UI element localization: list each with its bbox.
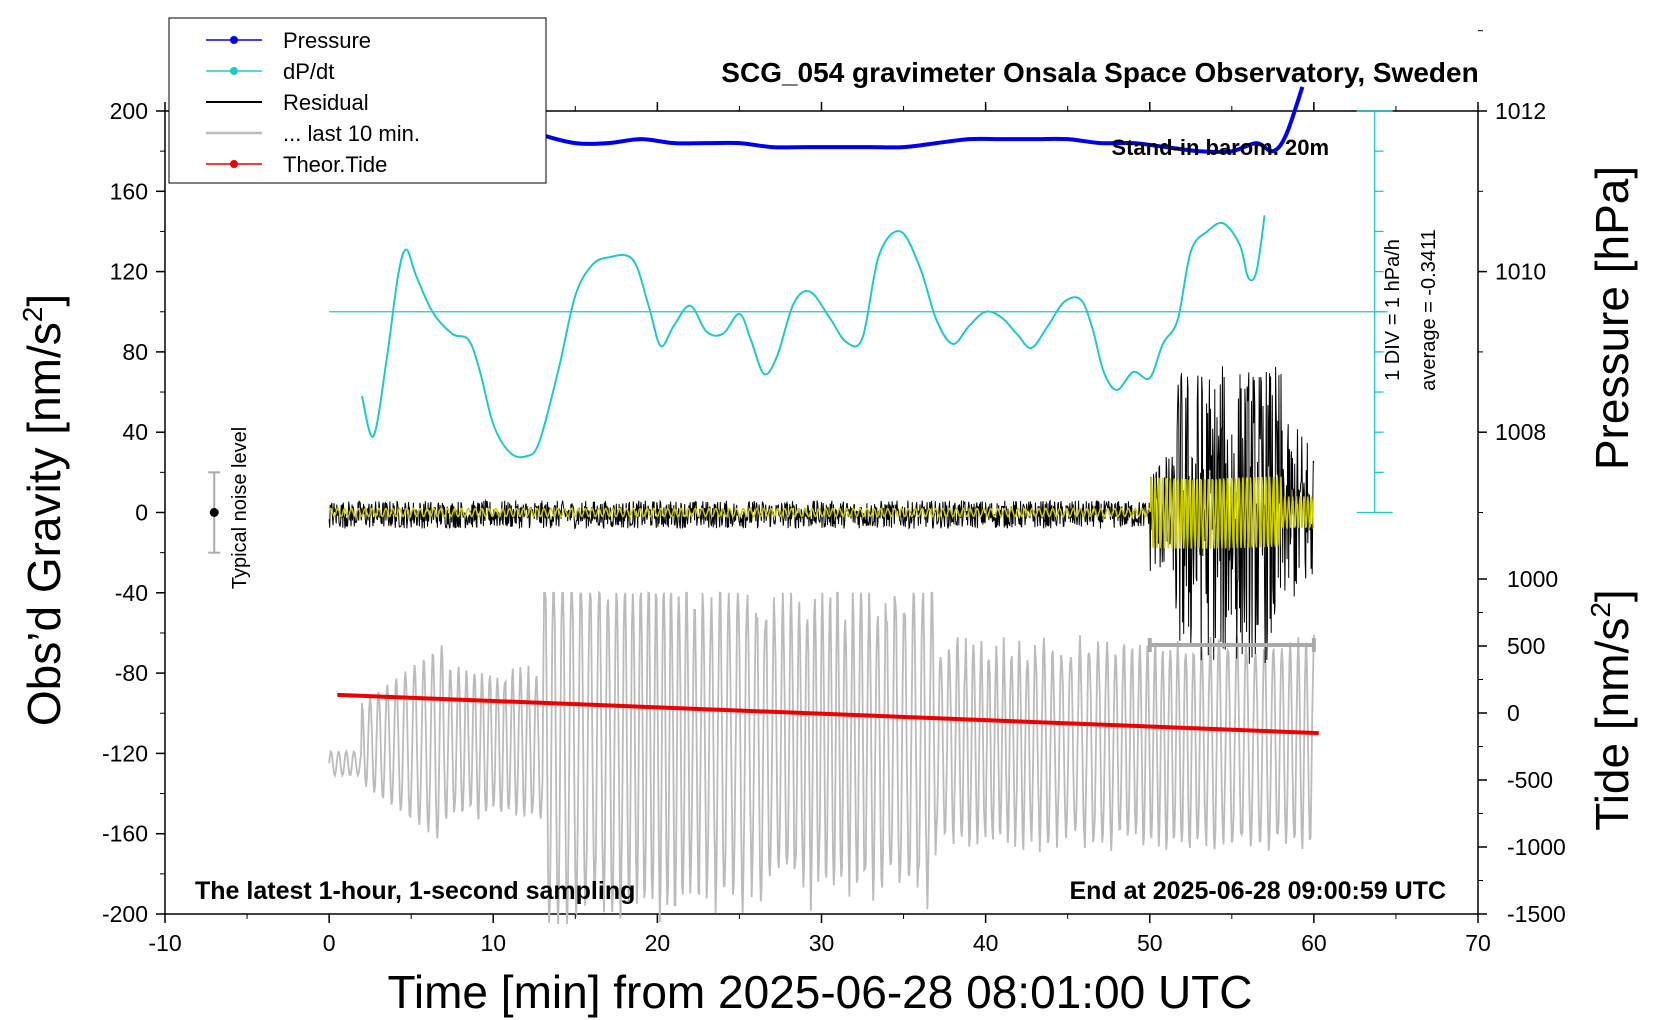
x-tick-label: 10 bbox=[480, 930, 506, 956]
pressure-tick-label: 1012 bbox=[1495, 98, 1546, 124]
y-axis-title: Obs’d Gravity [nm/s2] bbox=[17, 294, 70, 726]
tide-tick-label: 1000 bbox=[1507, 566, 1558, 592]
x-axis-title: Time [min] from 2025-06-28 08:01:00 UTC bbox=[388, 966, 1253, 1018]
chart-subtitle: Stand-in barom. 20m bbox=[1111, 135, 1329, 160]
legend-marker-pressure bbox=[230, 36, 238, 44]
y-tick-label: 160 bbox=[110, 178, 148, 204]
series-last10-line bbox=[328, 589, 1315, 925]
tide-tick-label: -500 bbox=[1507, 767, 1553, 793]
tide-axis-title-main: Tide [nm/s bbox=[1586, 618, 1638, 831]
legend-label-residual: Residual bbox=[283, 90, 369, 115]
series-residual-smooth-line bbox=[328, 476, 1315, 549]
y-axis-title-main: Obs’d Gravity [nm/s bbox=[18, 322, 70, 726]
y-tick-label: -200 bbox=[102, 901, 148, 927]
series-dpdt-line bbox=[360, 215, 1266, 459]
y-tick-label: 200 bbox=[110, 98, 148, 124]
x-tick-label: 20 bbox=[645, 930, 671, 956]
annotation-left: The latest 1-hour, 1-second sampling bbox=[195, 877, 635, 905]
x-tick-label: 70 bbox=[1465, 930, 1491, 956]
y-tick-label: -120 bbox=[102, 740, 148, 766]
x-tick-label: 0 bbox=[323, 930, 336, 956]
dpdt-scale-label: 1 DIV = 1 hPa/h bbox=[1382, 239, 1404, 381]
tide-axis-title-close: ] bbox=[1586, 589, 1638, 602]
pressure-tick-label: 1010 bbox=[1495, 259, 1546, 285]
noise-bar-center bbox=[209, 508, 219, 517]
legend-label-pressure: Pressure bbox=[283, 28, 371, 53]
x-tick-label: 30 bbox=[809, 930, 835, 956]
x-tick-label: 60 bbox=[1301, 930, 1327, 956]
y-tick-label: 80 bbox=[122, 339, 148, 365]
legend-label-dpdt: dP/dt bbox=[283, 59, 334, 84]
y-tick-label: -160 bbox=[102, 821, 148, 847]
legend-box bbox=[168, 17, 547, 184]
legend-label-last10: ... last 10 min. bbox=[283, 121, 420, 146]
x-tick-label: 50 bbox=[1137, 930, 1163, 956]
annotation-right: End at 2025-06-28 09:00:59 UTC bbox=[1069, 877, 1446, 905]
tide-tick-label: -1000 bbox=[1507, 834, 1566, 860]
dpdt-average-label: average = -0.3411 bbox=[1418, 229, 1440, 390]
y-tick-label: 40 bbox=[122, 419, 148, 445]
tide-tick-label: 0 bbox=[1507, 700, 1520, 726]
y-axis-title-sup: 2 bbox=[17, 307, 48, 323]
x-tick-label: -10 bbox=[148, 930, 181, 956]
legend-marker-tide bbox=[230, 160, 238, 168]
x-tick-label: 40 bbox=[973, 930, 999, 956]
noise-level-label: Typical noise level bbox=[229, 427, 251, 589]
tide-tick-label: 500 bbox=[1507, 633, 1545, 659]
y-tick-label: -80 bbox=[115, 660, 148, 686]
tide-axis-title-sup: 2 bbox=[1585, 602, 1616, 618]
legend-label-tide: Theor.Tide bbox=[283, 152, 387, 177]
tide-tick-label: -1500 bbox=[1507, 901, 1566, 927]
y-tick-label: 120 bbox=[110, 259, 148, 285]
y-tick-label: -40 bbox=[115, 580, 148, 606]
legend: Pressure dP/dt Residual ... last 10 min.… bbox=[168, 17, 547, 184]
series-layer bbox=[208, 86, 1393, 925]
chart-title: SCG_054 gravimeter Onsala Space Observat… bbox=[721, 57, 1478, 88]
pressure-axis-title: Pressure [hPa] bbox=[1586, 166, 1638, 470]
y-tick-label: 0 bbox=[135, 500, 148, 526]
ticks-layer: -10 0 10 20 30 40 50 60 70 -200 -160 -120 -80 -40 0 40 8… bbox=[102, 30, 1566, 956]
legend-marker-dpdt bbox=[230, 67, 238, 75]
y-axis-title-close: ] bbox=[18, 294, 70, 307]
pressure-tick-label: 1008 bbox=[1495, 419, 1546, 445]
series-tide-line bbox=[337, 692, 1319, 736]
tide-axis-title: Tide [nm/s2] bbox=[1585, 589, 1638, 830]
